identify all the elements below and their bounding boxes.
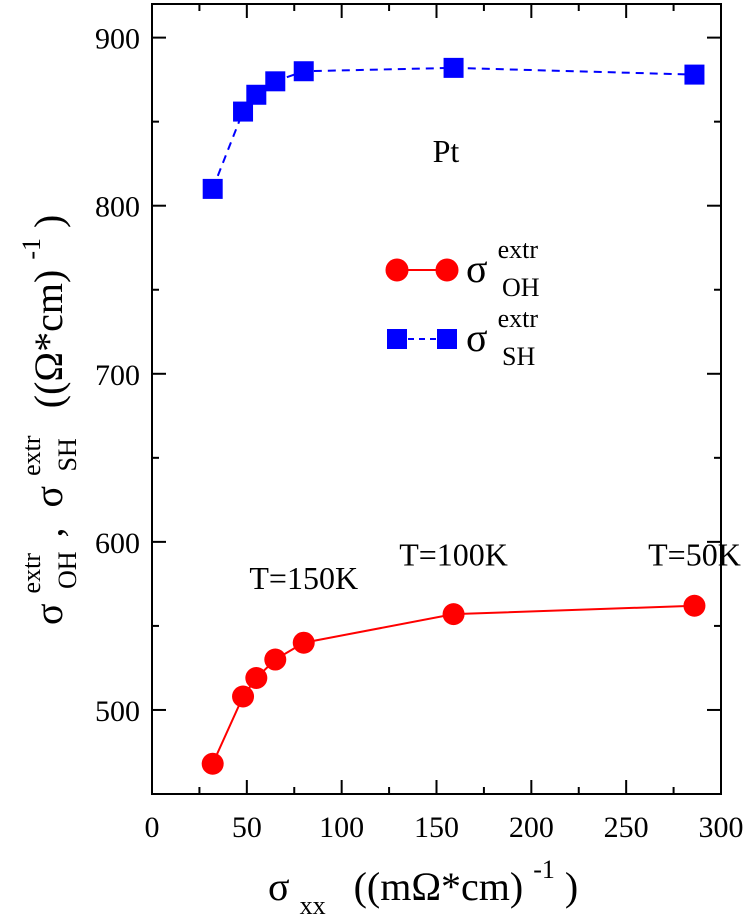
y-axis-title-2-main: σ [26,486,71,508]
x-tick-label: 250 [604,811,649,844]
svg-text:σ extr OH: σ extr OH [466,222,548,302]
data-point-sh [684,64,705,85]
legend: σ extr OH σ extr SH [385,222,548,371]
data-point-oh [292,631,315,654]
data-point-sh [265,71,286,92]
y-tick-label: 500 [95,695,140,728]
y-axis-title-close: ) [26,215,71,228]
legend-entry-sh: σ extr SH [387,291,548,371]
data-point-sh [233,101,254,122]
x-tick-label: 0 [145,811,160,844]
legend-label-oh-main: σ [466,246,488,291]
y-axis-title-sep: , [26,527,71,537]
legend-marker-oh [385,258,409,282]
y-tick-label: 900 [95,23,140,56]
data-point-sh [293,61,314,82]
x-axis-title-close: ) [565,864,578,909]
series-line-oh [211,604,695,765]
legend-marker-sh-2 [437,329,457,349]
y-axis-title-2-sub: SH [53,438,82,471]
legend-marker-sh [387,329,407,349]
legend-label-sh-sup: extr [498,304,539,333]
y-axis-title-1-main: σ [26,603,71,625]
y-tick-label: 700 [95,359,140,392]
data-point-oh [264,648,287,671]
legend-label-sh-sub: SH [502,342,535,371]
y-tick-label: 800 [95,191,140,224]
data-point-oh [201,752,224,775]
x-axis-title-units-sup: -1 [533,855,555,884]
x-tick-label: 300 [699,811,744,844]
x-axis-title: σ xx ((mΩ*cm) -1 ) [268,842,578,923]
x-tick-label: 150 [414,811,459,844]
x-axis-title-main: σ [268,864,290,909]
annotation-layer: Pt T=150K T=100K T=50K [249,133,740,596]
annotation-2: T=100K [399,536,508,572]
x-tick-label: 100 [319,811,364,844]
annotation-0: Pt [433,133,460,169]
annotation-1: T=150K [249,560,358,596]
y-axis-title: σ extr OH , σ extr SH ((Ω*cm) -1 ) [4,215,85,625]
y-axis-title-1-sub: OH [53,551,82,589]
y-axis-title-1-sup: extr [17,553,46,594]
legend-entry-oh: σ extr OH [385,222,548,302]
annotation-3: T=50K [648,536,741,572]
x-tick-label: 50 [232,811,262,844]
data-point-oh [683,594,706,617]
y-axis-ticks: 500 600 700 800 900 [95,23,721,795]
legend-label-oh-sup: extr [498,235,539,264]
data-point-oh [245,667,268,690]
legend-label-oh-sub: OH [502,273,540,302]
x-axis-title-units: ((mΩ*cm) [354,864,524,909]
y-axis-title-2-sup: extr [17,435,46,476]
x-axis-title-sub: xx [300,891,326,920]
legend-marker-oh-2 [435,258,459,282]
svg-text:σ extr SH: σ extr SH [466,291,548,371]
data-point-sh [443,57,464,78]
y-tick-label: 600 [95,527,140,560]
plot-frame [151,3,722,795]
y-axis-title-units-sup: -1 [17,238,46,260]
series-layer [201,57,706,775]
data-point-oh [232,685,255,708]
legend-label-sh-main: σ [466,315,488,360]
x-tick-label: 200 [509,811,554,844]
data-point-sh [202,178,223,199]
y-axis-title-units: ((Ω*cm) [26,270,71,409]
x-axis-ticks: 0 50 100 150 200 250 300 [145,4,744,844]
data-point-sh [246,84,267,105]
data-point-oh [442,603,465,626]
